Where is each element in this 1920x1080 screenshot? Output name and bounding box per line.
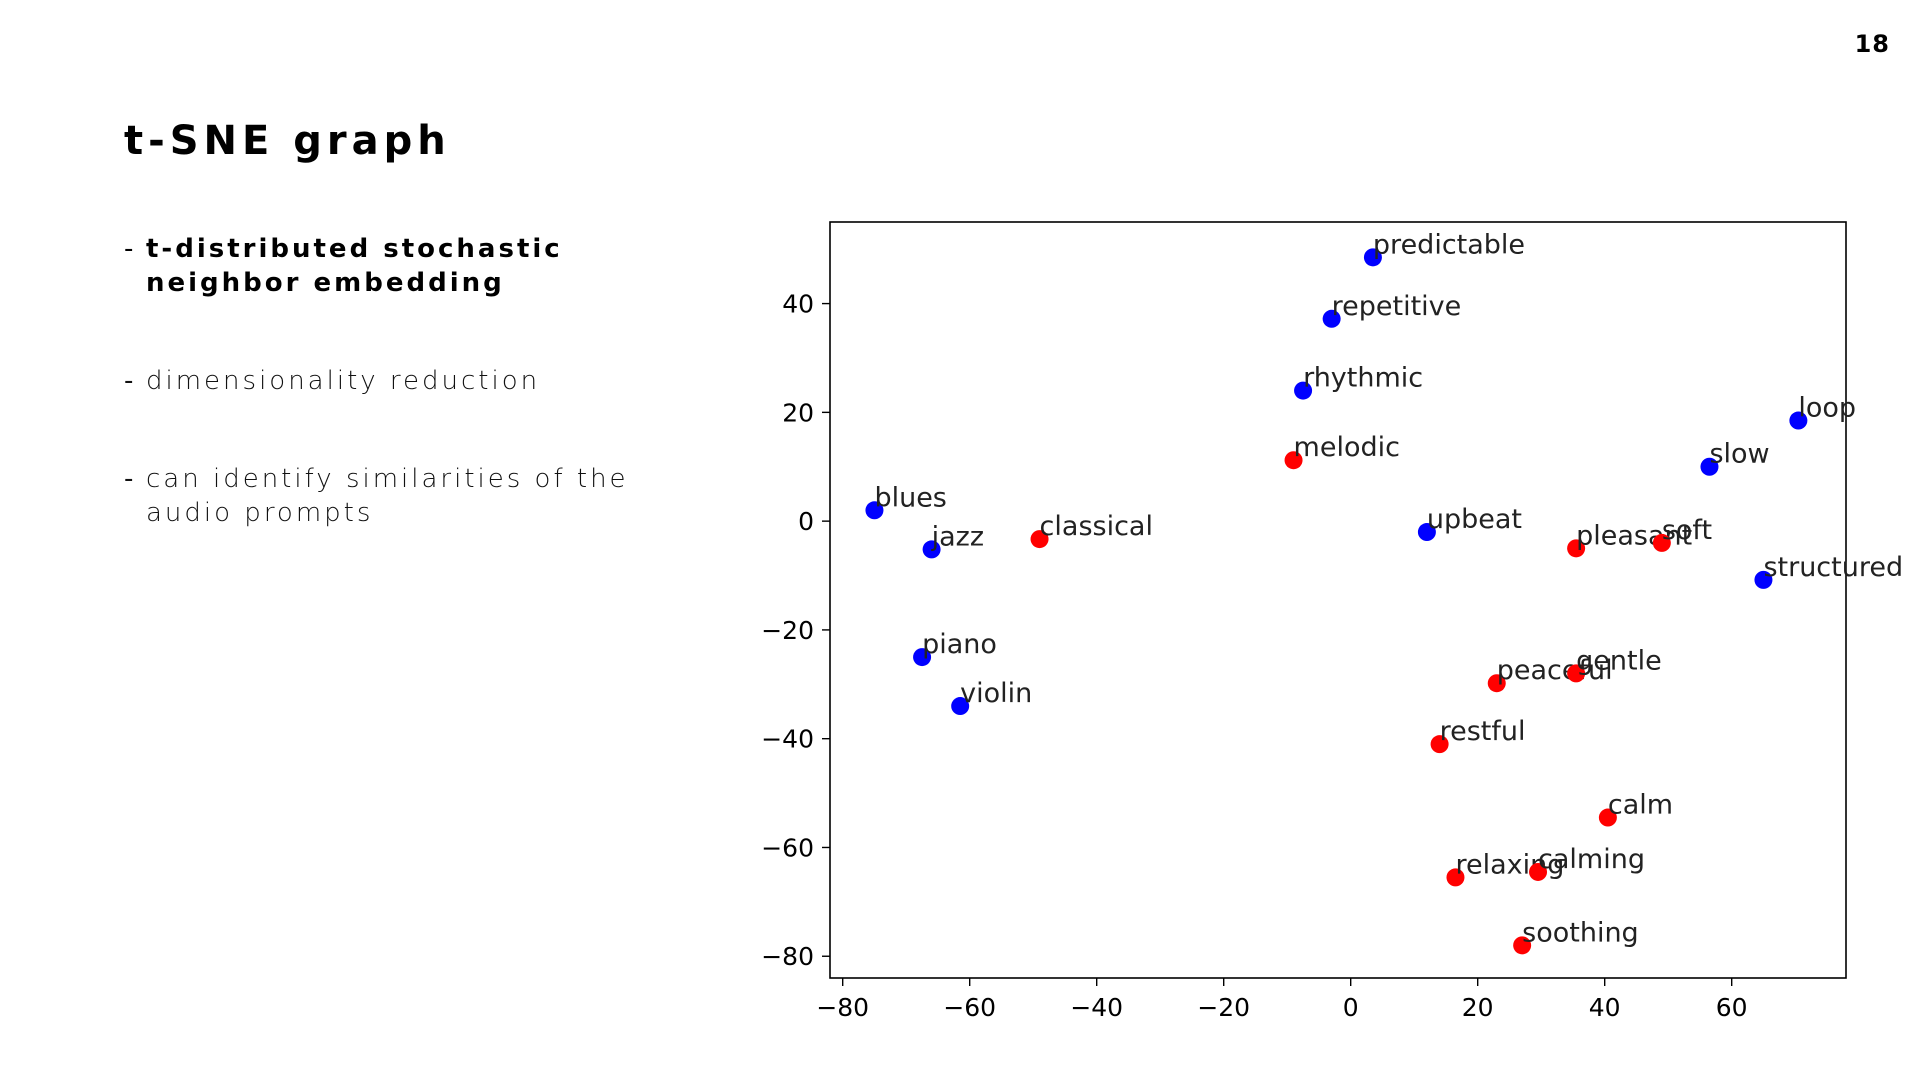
scatter-point-predictable — [1363, 248, 1382, 267]
scatter-point-loop — [1789, 411, 1808, 430]
point-label-soothing: soothing — [1522, 917, 1639, 948]
x-tick-label: 60 — [1716, 993, 1748, 1022]
scatter-point-repetitive — [1322, 309, 1341, 328]
bullet-item: - t-distributed stochastic neighbor embe… — [124, 232, 684, 300]
bullet-text: dimensionality reduction — [146, 366, 541, 396]
point-label-jazz: jazz — [931, 521, 984, 552]
point-label-repetitive: repetitive — [1332, 291, 1462, 322]
tsne-scatter-chart: −80 −60 −40 −20 0 20 40 60 40 20 0 −20 −40 −60 −80 pred… — [720, 210, 1920, 1060]
x-tick-label: −80 — [816, 993, 869, 1022]
bullet-dash: - — [124, 234, 137, 264]
bullet-item: - can identify similarities of the audio… — [124, 462, 684, 530]
point-label-upbeat: upbeat — [1427, 504, 1522, 535]
bullet-dash: - — [124, 464, 137, 494]
point-label-restful: restful — [1440, 716, 1526, 747]
scatter-point-jazz — [922, 540, 941, 559]
scatter-point-peaceful — [1487, 674, 1506, 693]
y-tick-label: −20 — [761, 616, 814, 645]
point-label-structured: structured — [1763, 552, 1903, 583]
scatter-point-slow — [1700, 457, 1719, 476]
y-tick-label: −40 — [761, 725, 814, 754]
x-tick-label: −60 — [943, 993, 996, 1022]
point-label-slow: slow — [1709, 439, 1769, 470]
scatter-point-violin — [951, 697, 970, 716]
scatter-point-calming — [1529, 862, 1548, 881]
scatter-point-upbeat — [1417, 523, 1436, 542]
point-label-violin: violin — [960, 678, 1032, 709]
slide-title: t-SNE graph — [124, 118, 451, 164]
scatter-point-soft — [1652, 533, 1671, 552]
scatter-point-rhythmic — [1294, 381, 1313, 400]
point-label-classical: classical — [1040, 511, 1153, 542]
point-label-predictable: predictable — [1373, 229, 1525, 260]
bullet-dash: - — [124, 366, 137, 396]
x-tick-label: 40 — [1589, 993, 1621, 1022]
scatter-point-classical — [1030, 530, 1049, 549]
x-tick-label: −20 — [1197, 993, 1250, 1022]
point-label-loop: loop — [1798, 393, 1856, 424]
scatter-point-soothing — [1513, 936, 1532, 955]
point-label-gentle: gentle — [1576, 645, 1662, 676]
x-tick-label: 20 — [1462, 993, 1494, 1022]
scatter-point-structured — [1754, 570, 1773, 589]
scatter-point-melodic — [1284, 451, 1303, 470]
scatter-point-gentle — [1567, 664, 1586, 683]
scatter-point-relaxing — [1446, 868, 1465, 887]
scatter-point-piano — [913, 648, 932, 667]
bullet-item: - dimensionality reduction — [124, 364, 684, 398]
y-tick-label: −60 — [761, 833, 814, 862]
scatter-plot-svg: −80 −60 −40 −20 0 20 40 60 40 20 0 −20 −40 −60 −80 pred… — [761, 221, 1903, 1022]
point-label-peaceful: peaceful — [1497, 655, 1613, 686]
bullet-text: t-distributed stochastic neighbor embedd… — [146, 234, 563, 298]
point-label-pleasant: pleasant — [1576, 520, 1692, 551]
point-label-calming: calming — [1538, 844, 1645, 875]
scatter-point-restful — [1430, 735, 1449, 754]
y-tick-label: 0 — [798, 507, 814, 536]
x-tick-label: 0 — [1343, 993, 1359, 1022]
bullet-text: can identify similarities of the audio p… — [146, 464, 629, 528]
page-number: 18 — [1854, 30, 1890, 58]
point-label-calm: calm — [1608, 790, 1673, 821]
scatter-point-calm — [1598, 808, 1617, 827]
point-label-piano: piano — [922, 629, 997, 660]
scatter-point-pleasant — [1567, 539, 1586, 558]
y-tick-label: 40 — [782, 290, 814, 319]
y-tick-label: −80 — [761, 942, 814, 971]
point-label-blues: blues — [874, 482, 946, 513]
plot-frame — [829, 221, 1847, 979]
point-label-soft: soft — [1662, 515, 1712, 546]
point-label-melodic: melodic — [1294, 432, 1400, 463]
x-tick-label: −40 — [1070, 993, 1123, 1022]
bullet-list: - t-distributed stochastic neighbor embe… — [124, 232, 684, 530]
scatter-point-blues — [865, 501, 884, 520]
y-tick-label: 20 — [782, 398, 814, 427]
point-label-rhythmic: rhythmic — [1303, 363, 1423, 394]
